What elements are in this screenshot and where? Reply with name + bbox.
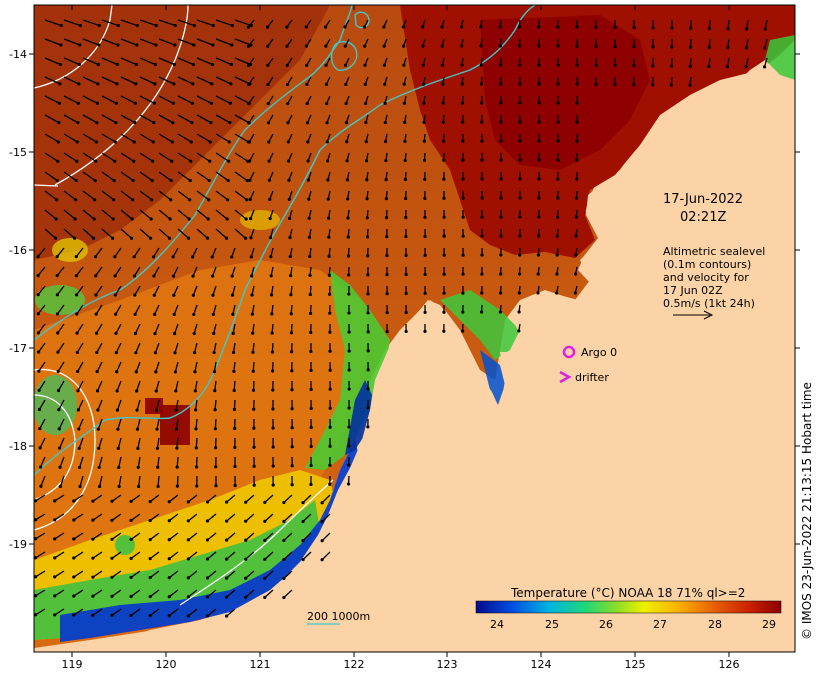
timestamp-date: 17-Jun-2022 — [663, 192, 743, 207]
x-tick-label: 121 — [250, 658, 271, 671]
y-tick-label: -14 — [9, 48, 27, 61]
y-tick-label: -16 — [9, 244, 27, 257]
x-tick-label: 126 — [719, 658, 740, 671]
colorbar-tick-label: 28 — [708, 618, 722, 631]
argo-marker — [562, 345, 576, 359]
svg-text:17 Jun 02Z: 17 Jun 02Z — [663, 284, 723, 297]
x-tick-label: 124 — [531, 658, 552, 671]
sealevel-contours — [34, 5, 334, 606]
svg-text:Altimetric sealevel: Altimetric sealevel — [663, 245, 765, 258]
x-axis: 119 120 121 122 123 124 125 126 — [62, 5, 740, 671]
australia-land — [34, 60, 795, 652]
credit-text: © IMOS 23-Jun-2022 21:13:15 Hobart time — [800, 382, 814, 640]
svg-text:(0.1m contours): (0.1m contours) — [663, 258, 751, 271]
colorbar-tick-label: 29 — [762, 618, 776, 631]
svg-text:0.5m/s (1kt 24h): 0.5m/s (1kt 24h) — [663, 297, 755, 310]
colorbar-tick-label: 24 — [490, 618, 504, 631]
colorbar-tick-label: 25 — [545, 618, 559, 631]
y-tick-label: -18 — [9, 440, 27, 453]
drifter-label: drifter — [575, 371, 609, 384]
x-tick-label: 122 — [344, 658, 365, 671]
x-tick-label: 120 — [156, 658, 177, 671]
svg-text:and velocity for: and velocity for — [663, 271, 749, 284]
colorbar-title: Temperature (°C) NOAA 18 71% ql>=2 — [510, 586, 745, 600]
colorbar-tick-label: 26 — [599, 618, 613, 631]
y-axis: -14 -15 -16 -17 -18 -19 — [9, 48, 800, 551]
argo-label: Argo 0 — [581, 346, 617, 359]
y-tick-label: -17 — [9, 342, 27, 355]
altimetry-note: Altimetric sealevel (0.1m contours) and … — [663, 245, 765, 320]
plot-frame — [33, 4, 796, 653]
velocity-arrows — [34, 19, 768, 618]
timestamp-time: 02:21Z — [680, 210, 726, 225]
colorbar-tick-label: 27 — [653, 618, 667, 631]
y-tick-label: -19 — [9, 538, 27, 551]
x-tick-label: 125 — [625, 658, 646, 671]
bathymetry-contours — [34, 5, 536, 476]
bathymetry-label: 200 1000m — [307, 610, 370, 623]
y-tick-label: -15 — [9, 146, 27, 159]
drifter-marker — [559, 370, 572, 384]
x-tick-label: 119 — [62, 658, 83, 671]
colorbar: Temperature (°C) NOAA 18 71% ql>=2 24 25 2… — [475, 586, 782, 631]
x-tick-label: 123 — [437, 658, 458, 671]
